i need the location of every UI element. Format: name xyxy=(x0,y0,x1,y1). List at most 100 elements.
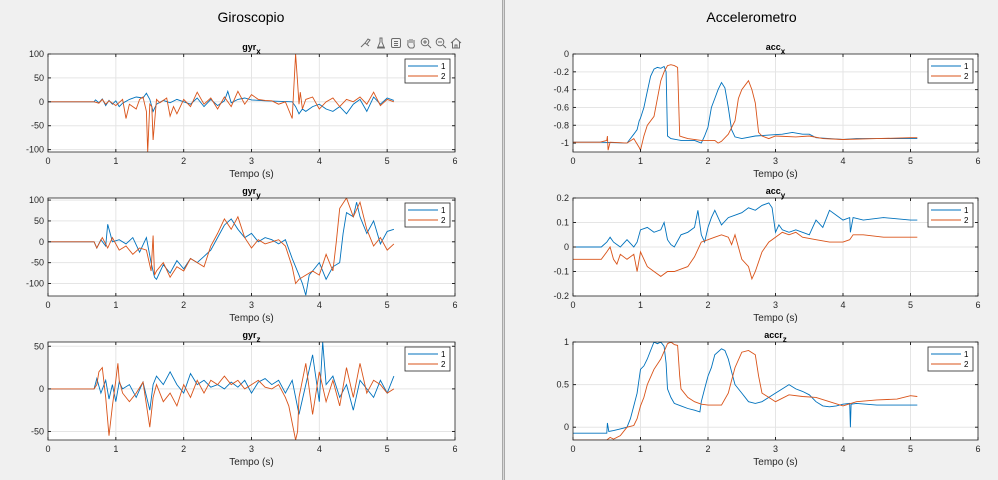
x-tick-label: 4 xyxy=(840,444,845,454)
subplot-title: accrz xyxy=(764,330,787,344)
x-tick-label: 1 xyxy=(638,300,643,310)
x-tick-label: 0 xyxy=(570,156,575,166)
legend-entry: 2 xyxy=(964,360,969,369)
legend-entry: 2 xyxy=(441,72,446,81)
panel-title-accelerometer: Accelerometro xyxy=(706,9,797,25)
x-tick-label: 3 xyxy=(773,156,778,166)
legend-entry: 1 xyxy=(441,206,446,215)
y-tick-label: -100 xyxy=(26,145,44,155)
x-tick-label: 1 xyxy=(113,300,118,310)
legend[interactable]: 12 xyxy=(404,58,451,84)
legend-toggle-icon[interactable] xyxy=(389,36,402,49)
y-tick-label: 1 xyxy=(564,337,569,347)
subplot-title: gyry xyxy=(242,186,261,200)
zoom-out-icon[interactable] xyxy=(434,36,447,49)
legend[interactable]: 12 xyxy=(404,202,451,228)
legend-entry: 1 xyxy=(441,62,446,71)
subplot-title: accx xyxy=(766,42,786,56)
x-tick-label: 0 xyxy=(570,444,575,454)
x-tick-label: 2 xyxy=(181,300,186,310)
subplot-title: gyrx xyxy=(242,42,261,56)
panel-divider[interactable] xyxy=(502,0,505,480)
y-tick-label: -0.2 xyxy=(553,67,569,77)
y-tick-label: 0 xyxy=(564,242,569,252)
y-tick-label: 0 xyxy=(39,237,44,247)
x-tick-label: 0 xyxy=(570,300,575,310)
legend[interactable]: 12 xyxy=(927,58,974,84)
y-tick-label: -50 xyxy=(31,426,44,436)
y-tick-label: 50 xyxy=(34,341,44,351)
x-tick-label: 1 xyxy=(638,156,643,166)
data-tip-icon[interactable] xyxy=(374,36,387,49)
x-tick-label: 6 xyxy=(452,156,457,166)
x-axis-label: Tempo (s) xyxy=(229,457,273,468)
x-tick-label: 0 xyxy=(45,156,50,166)
legend-entry: 1 xyxy=(441,350,446,359)
axes-toolbar xyxy=(359,36,462,49)
legend-entry: 1 xyxy=(964,62,969,71)
x-tick-label: 6 xyxy=(452,444,457,454)
y-tick-label: 0 xyxy=(564,49,569,59)
series-line-1 xyxy=(573,342,918,434)
series-line-1 xyxy=(573,65,918,144)
legend[interactable]: 12 xyxy=(404,346,451,372)
y-tick-label: 100 xyxy=(29,49,44,59)
pan-hand-icon[interactable] xyxy=(404,36,417,49)
legend-entry: 1 xyxy=(964,206,969,215)
x-tick-label: 1 xyxy=(113,156,118,166)
y-tick-label: 50 xyxy=(34,216,44,226)
x-tick-label: 4 xyxy=(840,300,845,310)
x-tick-label: 3 xyxy=(249,300,254,310)
legend[interactable]: 12 xyxy=(927,346,974,372)
x-tick-label: 0 xyxy=(45,300,50,310)
y-tick-label: 0.5 xyxy=(556,380,569,390)
series-line-1 xyxy=(48,89,395,115)
legend-entry: 2 xyxy=(441,360,446,369)
legend-entry: 1 xyxy=(964,350,969,359)
x-tick-label: 5 xyxy=(908,444,913,454)
y-tick-label: -0.6 xyxy=(553,102,569,112)
x-axis-label: Tempo (s) xyxy=(229,169,273,180)
x-axis-label: Tempo (s) xyxy=(753,457,797,468)
zoom-in-icon[interactable] xyxy=(419,36,432,49)
y-tick-label: 50 xyxy=(34,73,44,83)
x-tick-label: 3 xyxy=(249,156,254,166)
y-tick-label: 0 xyxy=(39,384,44,394)
x-tick-label: 3 xyxy=(773,444,778,454)
x-tick-label: 0 xyxy=(45,444,50,454)
y-tick-label: 0 xyxy=(564,422,569,432)
y-tick-label: 0 xyxy=(39,97,44,107)
y-tick-label: -50 xyxy=(31,258,44,268)
brush-icon[interactable] xyxy=(359,36,372,49)
accelerometer-panel: Accelerometro 0 1 2 3 4 5 6 -1 -0.8 -0.6 -0.4 -0.2 0… xyxy=(505,0,998,480)
x-tick-label: 2 xyxy=(705,300,710,310)
home-restore-icon[interactable] xyxy=(449,36,462,49)
y-tick-label: 0.1 xyxy=(556,218,569,228)
series-line-2 xyxy=(573,342,918,440)
y-tick-label: -100 xyxy=(26,278,44,288)
series-line-2 xyxy=(48,363,395,440)
y-tick-label: -0.4 xyxy=(553,85,569,95)
x-tick-label: 5 xyxy=(385,300,390,310)
x-tick-label: 2 xyxy=(705,444,710,454)
legend-entry: 2 xyxy=(964,72,969,81)
series-line-1 xyxy=(573,202,918,248)
x-tick-label: 6 xyxy=(975,444,980,454)
y-tick-label: -0.2 xyxy=(553,291,569,301)
legend[interactable]: 12 xyxy=(927,202,974,228)
y-tick-label: 0.2 xyxy=(556,193,569,203)
series-line-2 xyxy=(573,64,918,152)
subplot-title: accy xyxy=(766,186,786,200)
x-tick-label: 2 xyxy=(181,444,186,454)
x-tick-label: 6 xyxy=(975,300,980,310)
y-tick-label: -50 xyxy=(31,121,44,131)
x-tick-label: 5 xyxy=(385,444,390,454)
x-axis-label: Tempo (s) xyxy=(753,169,797,180)
x-tick-label: 6 xyxy=(975,156,980,166)
x-tick-label: 5 xyxy=(385,156,390,166)
y-tick-label: -0.8 xyxy=(553,120,569,130)
x-tick-label: 6 xyxy=(452,300,457,310)
